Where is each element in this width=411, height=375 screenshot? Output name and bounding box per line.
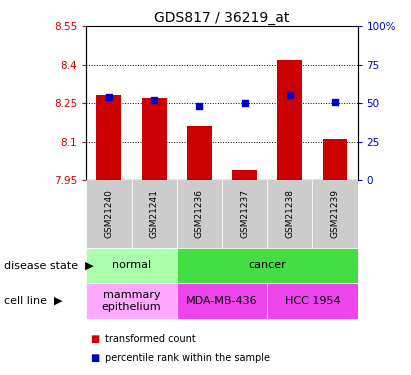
Text: GSM21236: GSM21236: [195, 189, 204, 238]
Bar: [232, 170, 257, 180]
Text: normal: normal: [112, 260, 151, 270]
Text: cell line  ▶: cell line ▶: [4, 296, 62, 306]
Bar: [177, 248, 358, 283]
Text: cancer: cancer: [248, 260, 286, 270]
Bar: [267, 283, 358, 319]
Point: [151, 97, 157, 103]
Text: transformed count: transformed count: [105, 334, 196, 344]
Bar: [132, 180, 177, 248]
Text: GSM21237: GSM21237: [240, 189, 249, 238]
Bar: [86, 248, 177, 283]
Text: ■: ■: [90, 334, 100, 344]
Bar: [86, 283, 177, 319]
Text: disease state  ▶: disease state ▶: [4, 260, 94, 270]
Bar: [187, 126, 212, 180]
Text: ■: ■: [90, 353, 100, 363]
Text: GSM21241: GSM21241: [150, 189, 159, 238]
Text: HCC 1954: HCC 1954: [284, 296, 340, 306]
Point: [286, 92, 293, 98]
Bar: [86, 180, 132, 248]
Bar: [142, 98, 166, 180]
Text: MDA-MB-436: MDA-MB-436: [186, 296, 258, 306]
Text: GSM21240: GSM21240: [104, 189, 113, 238]
Text: GSM21239: GSM21239: [330, 189, 339, 238]
Bar: [222, 180, 267, 248]
Point: [196, 103, 203, 109]
Point: [332, 99, 338, 105]
Text: GSM21238: GSM21238: [285, 189, 294, 238]
Bar: [97, 96, 121, 180]
Bar: [277, 60, 302, 180]
Point: [106, 94, 112, 100]
Bar: [267, 180, 312, 248]
Text: percentile rank within the sample: percentile rank within the sample: [105, 353, 270, 363]
Bar: [177, 283, 267, 319]
Bar: [177, 180, 222, 248]
Bar: [323, 139, 347, 180]
Text: mammary
epithelium: mammary epithelium: [102, 290, 162, 312]
Bar: [312, 180, 358, 248]
Point: [241, 100, 248, 106]
Title: GDS817 / 36219_at: GDS817 / 36219_at: [154, 11, 290, 25]
